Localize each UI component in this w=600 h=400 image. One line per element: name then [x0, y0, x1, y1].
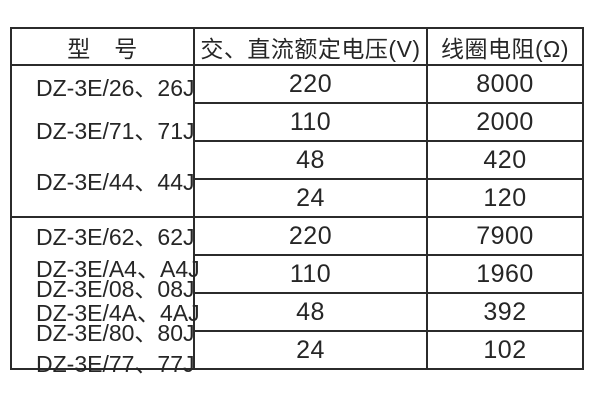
- voltage-value: 220: [193, 216, 428, 256]
- voltage-value: 24: [193, 178, 428, 218]
- model-name: DZ-3E/71、71J: [36, 118, 195, 144]
- table-row: DZ-3E/26、26J DZ-3E/71、71J DZ-3E/44、44J 2…: [10, 64, 584, 218]
- model-name: DZ-3E/77、77J: [36, 351, 195, 377]
- relay-spec-table: 型 号 交、直流额定电压(V) 线圈电阻(Ω) DZ-3E/26、26J DZ-…: [10, 27, 584, 376]
- resistance-value: 2000: [426, 102, 584, 142]
- model-name: DZ-3E/26、26J: [36, 75, 195, 101]
- voltage-value: 24: [193, 330, 428, 370]
- resistance-value: 1960: [426, 254, 584, 294]
- resistance-value: 120: [426, 178, 584, 218]
- model-group-1: DZ-3E/26、26J DZ-3E/71、71J DZ-3E/44、44J: [10, 64, 195, 218]
- voltage-value: 48: [193, 140, 428, 180]
- table-row: 48 392: [11, 292, 584, 332]
- model-name: DZ-3E/08、08J: [36, 276, 195, 302]
- model-name: DZ-3E/44、44J: [36, 169, 195, 195]
- header-resistance: 线圈电阻(Ω): [426, 27, 584, 66]
- header-voltage: 交、直流额定电压(V): [193, 27, 428, 66]
- resistance-value: 8000: [426, 64, 584, 104]
- table-row: 24 120: [11, 178, 584, 218]
- table-header-row: 型 号 交、直流额定电压(V) 线圈电阻(Ω): [10, 27, 584, 66]
- model-name: DZ-3E/4A、4AJ: [36, 300, 200, 326]
- resistance-value: 392: [426, 292, 584, 332]
- resistance-value: 420: [426, 140, 584, 180]
- resistance-value: 102: [426, 330, 584, 370]
- table-row: 110 1960: [11, 254, 584, 294]
- voltage-value: 220: [193, 64, 428, 104]
- model-name: DZ-3E/80、80J: [36, 320, 195, 346]
- header-model: 型 号: [10, 27, 195, 66]
- voltage-value: 110: [193, 102, 428, 142]
- model-name: DZ-3E/62、62J: [36, 224, 195, 250]
- resistance-value: 7900: [426, 216, 584, 256]
- model-name: DZ-3E/A4、A4J: [36, 256, 200, 282]
- table-row: 24 102: [11, 330, 584, 370]
- voltage-value: 110: [193, 254, 428, 294]
- voltage-value: 48: [193, 292, 428, 332]
- table-row: 110 2000: [11, 102, 584, 142]
- model-group-2: DZ-3E/62、62J DZ-3E/A4、A4J DZ-3E/08、08J D…: [10, 216, 200, 376]
- table-row: DZ-3E/62、62J DZ-3E/A4、A4J DZ-3E/08、08J D…: [10, 216, 584, 376]
- table-row: 48 420: [11, 140, 584, 180]
